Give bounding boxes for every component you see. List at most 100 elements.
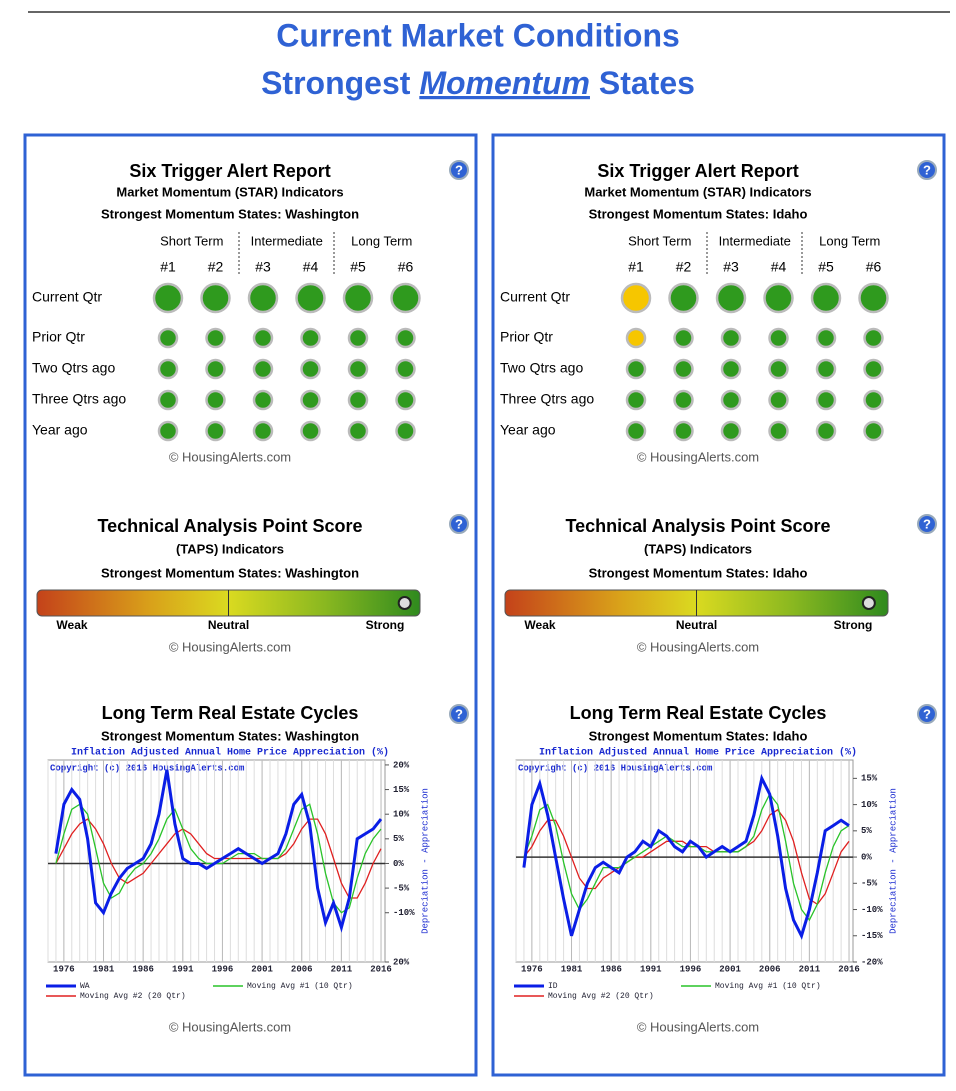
status-dot bbox=[252, 358, 274, 380]
gauge-label: Weak bbox=[56, 618, 87, 632]
status-dot bbox=[768, 389, 789, 411]
column-label: #6 bbox=[866, 259, 882, 275]
page-title: Current Market Conditions bbox=[276, 17, 680, 53]
section-title: Long Term Real Estate Cycles bbox=[570, 703, 827, 723]
column-label: #3 bbox=[723, 259, 739, 275]
y-tick-label: 5% bbox=[861, 826, 872, 836]
status-dot bbox=[858, 282, 889, 314]
status-dot bbox=[390, 282, 421, 314]
status-dot bbox=[157, 420, 179, 442]
status-dot bbox=[205, 389, 226, 411]
y-tick-label: -5% bbox=[393, 883, 410, 893]
gauge-label: Strong bbox=[366, 618, 405, 632]
x-tick-label: 2006 bbox=[759, 964, 781, 974]
x-tick-label: 1986 bbox=[600, 964, 622, 974]
row-label: Prior Qtr bbox=[500, 329, 553, 345]
row-label: Two Qtrs ago bbox=[32, 360, 115, 376]
status-dot bbox=[395, 389, 416, 411]
status-dot bbox=[252, 420, 274, 442]
status-dot bbox=[673, 358, 694, 380]
copyright: © HousingAlerts.com bbox=[637, 1019, 759, 1034]
section-title: Six Trigger Alert Report bbox=[597, 161, 798, 181]
x-tick-label: 1981 bbox=[93, 964, 115, 974]
help-icon bbox=[917, 160, 937, 180]
help-icon bbox=[917, 514, 937, 534]
help-icon-text: ? bbox=[455, 706, 463, 721]
status-dot bbox=[815, 389, 837, 411]
status-dot bbox=[247, 282, 279, 314]
x-tick-label: 2011 bbox=[799, 964, 821, 974]
status-dot bbox=[768, 327, 789, 349]
y-tick-label: 0% bbox=[861, 852, 872, 862]
x-tick-label: 2001 bbox=[251, 964, 273, 974]
copyright: © HousingAlerts.com bbox=[637, 639, 759, 654]
x-tick-label: 1981 bbox=[561, 964, 583, 974]
help-icon-text: ? bbox=[923, 516, 931, 531]
status-dot bbox=[395, 358, 416, 380]
status-dot bbox=[347, 420, 369, 442]
status-dot bbox=[720, 358, 742, 380]
gauge-label: Neutral bbox=[676, 618, 717, 632]
column-label: #3 bbox=[255, 259, 271, 275]
legend-label: Moving Avg #1 (10 Qtr) bbox=[715, 982, 821, 991]
y-tick-label: 10% bbox=[393, 810, 410, 820]
x-tick-label: 2001 bbox=[719, 964, 741, 974]
section-title: Technical Analysis Point Score bbox=[97, 516, 362, 536]
row-label: Current Qtr bbox=[500, 289, 570, 305]
column-label: #5 bbox=[818, 259, 834, 275]
y-tick-label: -10% bbox=[393, 908, 415, 918]
status-dot bbox=[347, 327, 369, 349]
row-label: Three Qtrs ago bbox=[500, 391, 594, 407]
status-dot bbox=[157, 327, 179, 349]
status-dot bbox=[815, 420, 837, 442]
section-state: Strongest Momentum States: Idaho bbox=[589, 565, 808, 580]
group-label: Short Term bbox=[160, 233, 223, 248]
y-tick-label: -20% bbox=[861, 957, 883, 967]
status-dot bbox=[625, 389, 647, 411]
x-tick-label: 1976 bbox=[521, 964, 543, 974]
x-tick-label: 2016 bbox=[838, 964, 860, 974]
chart-note: Copyright (c) 2016 HousingAlerts.com bbox=[518, 763, 713, 773]
group-label: Long Term bbox=[819, 233, 880, 248]
section-state: Strongest Momentum States: Idaho bbox=[589, 728, 808, 743]
gauge-label: Strong bbox=[834, 618, 873, 632]
gauge-pointer bbox=[861, 596, 876, 610]
subtitle-em: Momentum bbox=[419, 65, 590, 101]
row-label: Prior Qtr bbox=[32, 329, 85, 345]
status-dot bbox=[252, 327, 274, 349]
subtitle-part: States bbox=[590, 65, 695, 101]
chart-title: Inflation Adjusted Annual Home Price App… bbox=[71, 747, 389, 759]
column-label: #6 bbox=[398, 259, 414, 275]
status-dot bbox=[347, 358, 369, 380]
legend-label: Moving Avg #2 (20 Qtr) bbox=[80, 992, 186, 1001]
help-icon-text: ? bbox=[455, 162, 463, 177]
y-tick-label: 15% bbox=[861, 774, 878, 784]
section-subtitle: (TAPS) Indicators bbox=[644, 541, 752, 556]
status-dot bbox=[157, 358, 179, 380]
y-axis-label: Depreciation - Appreciation bbox=[420, 788, 430, 934]
x-tick-label: 1996 bbox=[212, 964, 234, 974]
y-tick-label: 20% bbox=[393, 957, 410, 967]
section-subtitle: (TAPS) Indicators bbox=[176, 541, 284, 556]
status-dot bbox=[200, 282, 231, 314]
row-label: Current Qtr bbox=[32, 289, 102, 305]
y-tick-label: 5% bbox=[393, 834, 404, 844]
status-dot bbox=[720, 420, 742, 442]
section-title: Long Term Real Estate Cycles bbox=[102, 703, 359, 723]
x-tick-label: 2006 bbox=[291, 964, 313, 974]
x-tick-label: 1991 bbox=[172, 964, 194, 974]
status-dot bbox=[205, 358, 226, 380]
y-tick-label: -15% bbox=[861, 931, 883, 941]
series-line bbox=[55, 818, 382, 899]
status-dot bbox=[673, 389, 694, 411]
group-label: Intermediate bbox=[251, 233, 323, 248]
status-dot bbox=[300, 358, 321, 380]
status-dot bbox=[300, 327, 321, 349]
row-label: Three Qtrs ago bbox=[32, 391, 126, 407]
copyright: © HousingAlerts.com bbox=[169, 449, 291, 464]
column-label: #2 bbox=[676, 259, 692, 275]
status-dot bbox=[205, 420, 226, 442]
status-dot bbox=[620, 282, 652, 314]
status-dot bbox=[625, 358, 647, 380]
